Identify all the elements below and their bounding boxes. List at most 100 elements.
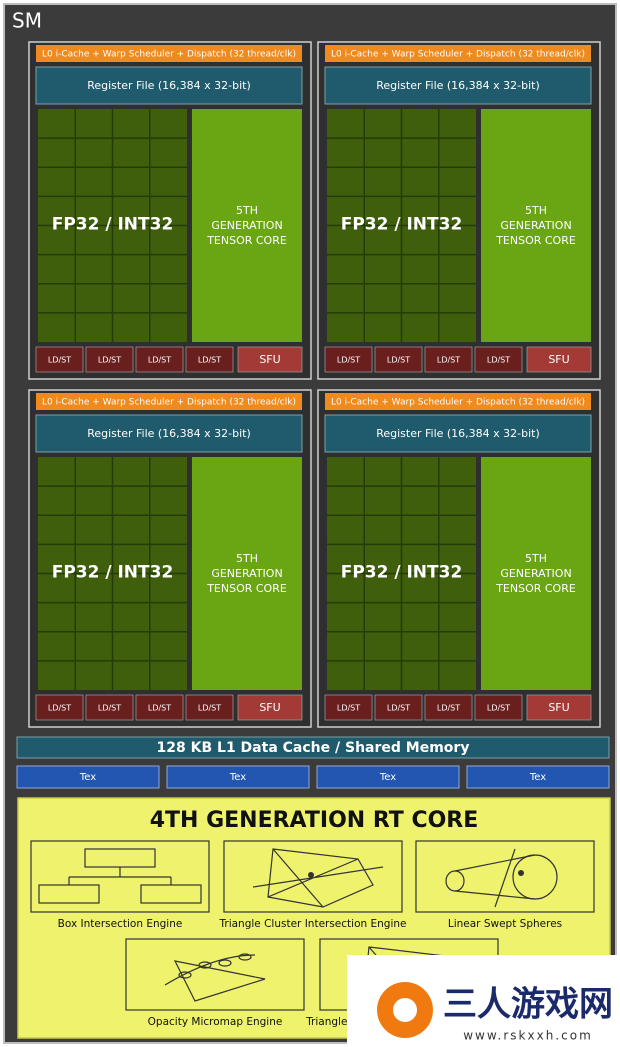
tex-label: Tex	[379, 772, 396, 783]
ldst-label: LD/ST	[437, 704, 460, 713]
sfu-unit	[526, 346, 592, 373]
ldst-unit	[185, 694, 234, 721]
sm-label: SM	[12, 9, 42, 33]
icon	[68, 867, 172, 885]
register-file-label: Register File (16,384 x 32-bit)	[87, 79, 251, 92]
scheduler-bar	[36, 393, 302, 410]
tensor-label: GENERATION	[211, 219, 282, 232]
l1-cache-label: 128 KB L1 Data Cache / Shared Memory	[157, 740, 470, 756]
ldst-label: LD/ST	[198, 704, 221, 713]
register-file	[35, 414, 303, 453]
ldst-unit	[35, 346, 84, 373]
scheduler-bar	[36, 45, 302, 62]
tex-unit	[166, 765, 310, 789]
ldst-unit	[374, 694, 423, 721]
ldst-label: LD/ST	[387, 704, 410, 713]
l1-cache	[16, 736, 610, 759]
tex-unit	[466, 765, 610, 789]
tensor-core	[481, 109, 591, 342]
ldst-unit	[35, 694, 84, 721]
core-label: FP32 / INT32	[341, 215, 463, 235]
ldst-label: LD/ST	[437, 356, 460, 365]
tensor-label: 5TH	[236, 552, 258, 565]
icon	[518, 870, 524, 876]
register-file	[324, 66, 592, 105]
ldst-unit	[324, 694, 373, 721]
ldst-unit	[85, 694, 134, 721]
ldst-unit	[85, 346, 134, 373]
watermark-name: 三人游戏网	[443, 985, 613, 1025]
ldst-label: LD/ST	[337, 704, 360, 713]
tensor-label: GENERATION	[500, 219, 571, 232]
sfu-label: SFU	[259, 353, 280, 366]
tex-unit	[316, 765, 460, 789]
tex-label: Tex	[79, 772, 96, 783]
ldst-label: LD/ST	[98, 704, 121, 713]
tensor-label: TENSOR CORE	[206, 234, 287, 247]
tensor-label: 5TH	[525, 204, 547, 217]
tensor-label: GENERATION	[211, 567, 282, 580]
register-file	[324, 414, 592, 453]
ldst-label: LD/ST	[387, 356, 410, 365]
watermark-url: www.rskxxh.com	[463, 1029, 593, 1043]
tex-label: Tex	[229, 772, 246, 783]
tensor-core	[192, 109, 302, 342]
register-file-label: Register File (16,384 x 32-bit)	[87, 427, 251, 440]
ldst-unit	[374, 346, 423, 373]
ldst-unit	[474, 346, 523, 373]
register-file	[35, 66, 303, 105]
engine-label: Linear Swept Spheres	[448, 918, 562, 930]
ldst-label: LD/ST	[148, 704, 171, 713]
scheduler-bar	[325, 45, 591, 62]
engine-box	[415, 840, 595, 913]
ldst-label: LD/ST	[48, 704, 71, 713]
icon	[218, 959, 232, 967]
watermark-logo	[393, 998, 417, 1022]
ldst-label: LD/ST	[148, 356, 171, 365]
scheduler-label: L0 i-Cache + Warp Scheduler + Dispatch (…	[331, 50, 585, 60]
core-label: FP32 / INT32	[341, 563, 463, 583]
ldst-label: LD/ST	[198, 356, 221, 365]
ldst-label: LD/ST	[487, 356, 510, 365]
scheduler-label: L0 i-Cache + Warp Scheduler + Dispatch (…	[331, 398, 585, 408]
core-label: FP32 / INT32	[52, 563, 174, 583]
tensor-label: TENSOR CORE	[495, 582, 576, 595]
sfu-label: SFU	[548, 353, 569, 366]
tensor-core	[481, 457, 591, 690]
icon	[198, 961, 212, 969]
engine-box	[30, 840, 210, 913]
ldst-label: LD/ST	[337, 356, 360, 365]
scheduler-bar	[325, 393, 591, 410]
core-label: FP32 / INT32	[52, 215, 174, 235]
ldst-label: LD/ST	[487, 704, 510, 713]
scheduler-label: L0 i-Cache + Warp Scheduler + Dispatch (…	[42, 398, 296, 408]
register-file-label: Register File (16,384 x 32-bit)	[376, 427, 540, 440]
sfu-unit	[237, 346, 303, 373]
sfu-label: SFU	[259, 701, 280, 714]
engine-box	[223, 840, 403, 913]
ldst-label: LD/ST	[48, 356, 71, 365]
engine-label: Opacity Micromap Engine	[148, 1016, 283, 1028]
engine-label: Box Intersection Engine	[58, 918, 183, 930]
ldst-unit	[474, 694, 523, 721]
tensor-core	[192, 457, 302, 690]
ldst-unit	[424, 694, 473, 721]
icon	[164, 954, 266, 1002]
ldst-unit	[135, 694, 184, 721]
sfu-unit	[526, 694, 592, 721]
sfu-label: SFU	[548, 701, 569, 714]
ldst-unit	[424, 346, 473, 373]
engine-box	[125, 938, 305, 1011]
tensor-label: TENSOR CORE	[206, 582, 287, 595]
tensor-label: TENSOR CORE	[495, 234, 576, 247]
ldst-label: LD/ST	[98, 356, 121, 365]
tex-unit	[16, 765, 160, 789]
icon	[454, 848, 536, 908]
rt-core-title: 4TH GENERATION RT CORE	[150, 808, 479, 833]
icon	[178, 971, 192, 979]
scheduler-label: L0 i-Cache + Warp Scheduler + Dispatch (…	[42, 50, 296, 60]
sfu-unit	[237, 694, 303, 721]
ldst-unit	[185, 346, 234, 373]
tensor-label: 5TH	[236, 204, 258, 217]
